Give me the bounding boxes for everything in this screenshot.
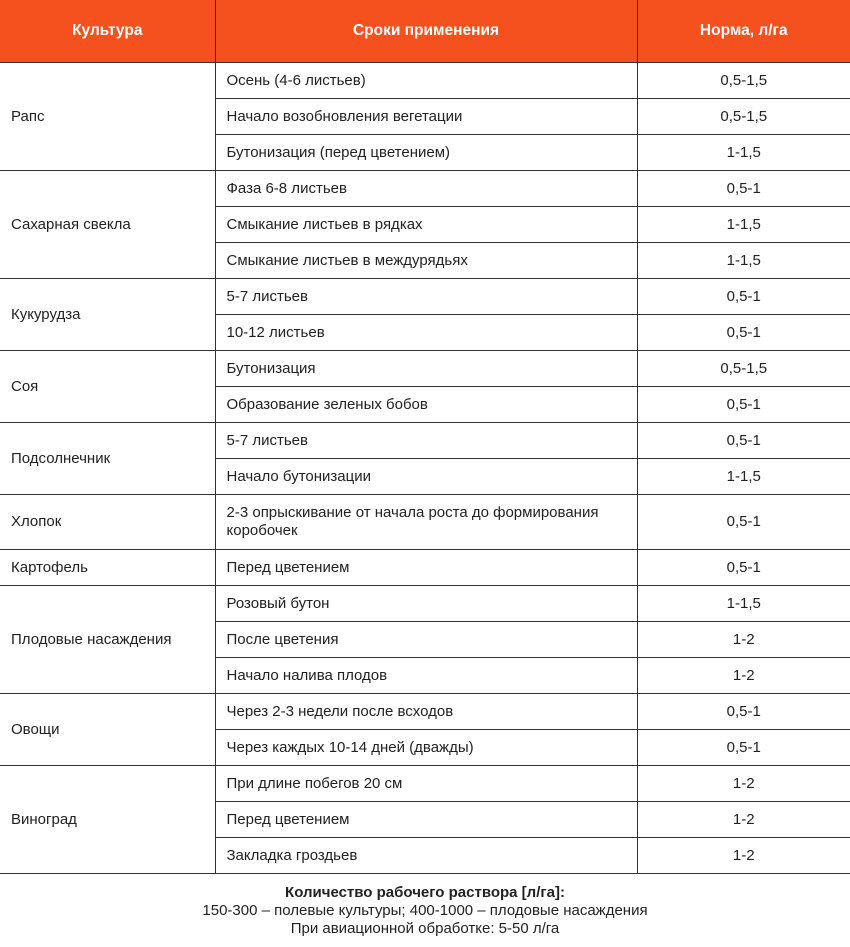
timing-cell: Розовый бутон bbox=[215, 586, 637, 622]
footer-line-1: 150-300 – полевые культуры; 400-1000 – п… bbox=[11, 902, 839, 920]
crop-cell: Плодовые насаждения bbox=[0, 586, 215, 694]
crop-cell: Хлопок bbox=[0, 495, 215, 550]
timing-cell: Начало налива плодов bbox=[215, 658, 637, 694]
crop-cell: Соя bbox=[0, 351, 215, 423]
header-crop: Культура bbox=[0, 0, 215, 63]
timing-cell: 2-3 опрыскивание от начала роста до форм… bbox=[215, 495, 637, 550]
timing-cell: Перед цветением bbox=[215, 550, 637, 586]
rate-cell: 0,5-1 bbox=[637, 279, 850, 315]
timing-cell: Смыкание листьев в междурядьях bbox=[215, 243, 637, 279]
timing-cell: Через 2-3 недели после всходов bbox=[215, 694, 637, 730]
rate-cell: 0,5-1 bbox=[637, 171, 850, 207]
footer-line-2: При авиационной обработке: 5-50 л/га bbox=[11, 920, 839, 938]
rate-cell: 1-2 bbox=[637, 802, 850, 838]
header-rate: Норма, л/га bbox=[637, 0, 850, 63]
rate-cell: 0,5-1 bbox=[637, 694, 850, 730]
timing-cell: После цветения bbox=[215, 622, 637, 658]
rate-cell: 1-2 bbox=[637, 658, 850, 694]
crop-cell: Рапс bbox=[0, 63, 215, 171]
timing-cell: Перед цветением bbox=[215, 802, 637, 838]
timing-cell: Смыкание листьев в рядках bbox=[215, 207, 637, 243]
rate-cell: 1-1,5 bbox=[637, 135, 850, 171]
rate-cell: 0,5-1 bbox=[637, 315, 850, 351]
rate-cell: 1-2 bbox=[637, 766, 850, 802]
rate-cell: 0,5-1,5 bbox=[637, 99, 850, 135]
footer-title: Количество рабочего раствора [л/га]: bbox=[11, 884, 839, 902]
timing-cell: Бутонизация bbox=[215, 351, 637, 387]
timing-cell: Начало бутонизации bbox=[215, 459, 637, 495]
rate-cell: 1-2 bbox=[637, 622, 850, 658]
footer-note: Количество рабочего раствора [л/га]: 150… bbox=[0, 874, 850, 947]
rate-cell: 0,5-1,5 bbox=[637, 63, 850, 99]
timing-cell: 10-12 листьев bbox=[215, 315, 637, 351]
rate-cell: 0,5-1 bbox=[637, 495, 850, 550]
timing-cell: Через каждых 10-14 дней (дважды) bbox=[215, 730, 637, 766]
table-header-row: Культура Сроки применения Норма, л/га bbox=[0, 0, 850, 63]
timing-cell: Закладка гроздьев bbox=[215, 838, 637, 874]
rate-cell: 0,5-1 bbox=[637, 423, 850, 459]
crop-cell: Картофель bbox=[0, 550, 215, 586]
timing-cell: Бутонизация (перед цветением) bbox=[215, 135, 637, 171]
crop-cell: Кукурудза bbox=[0, 279, 215, 351]
rate-cell: 0,5-1 bbox=[637, 730, 850, 766]
footer-row: Количество рабочего раствора [л/га]: 150… bbox=[0, 874, 850, 947]
header-timing: Сроки применения bbox=[215, 0, 637, 63]
crop-cell: Сахарная свекла bbox=[0, 171, 215, 279]
timing-cell: 5-7 листьев bbox=[215, 423, 637, 459]
crop-cell: Овощи bbox=[0, 694, 215, 766]
rate-cell: 1-1,5 bbox=[637, 586, 850, 622]
crop-cell: Подсолнечник bbox=[0, 423, 215, 495]
crop-cell: Виноград bbox=[0, 766, 215, 874]
timing-cell: Осень (4-6 листьев) bbox=[215, 63, 637, 99]
timing-cell: Фаза 6-8 листьев bbox=[215, 171, 637, 207]
rate-cell: 1-1,5 bbox=[637, 459, 850, 495]
rate-cell: 0,5-1 bbox=[637, 387, 850, 423]
rate-cell: 0,5-1,5 bbox=[637, 351, 850, 387]
timing-cell: Образование зеленых бобов bbox=[215, 387, 637, 423]
timing-cell: Начало возобновления вегетации bbox=[215, 99, 637, 135]
rate-cell: 1-2 bbox=[637, 838, 850, 874]
rate-cell: 1-1,5 bbox=[637, 207, 850, 243]
timing-cell: При длине побегов 20 см bbox=[215, 766, 637, 802]
timing-cell: 5-7 листьев bbox=[215, 279, 637, 315]
rate-cell: 1-1,5 bbox=[637, 243, 850, 279]
rate-cell: 0,5-1 bbox=[637, 550, 850, 586]
